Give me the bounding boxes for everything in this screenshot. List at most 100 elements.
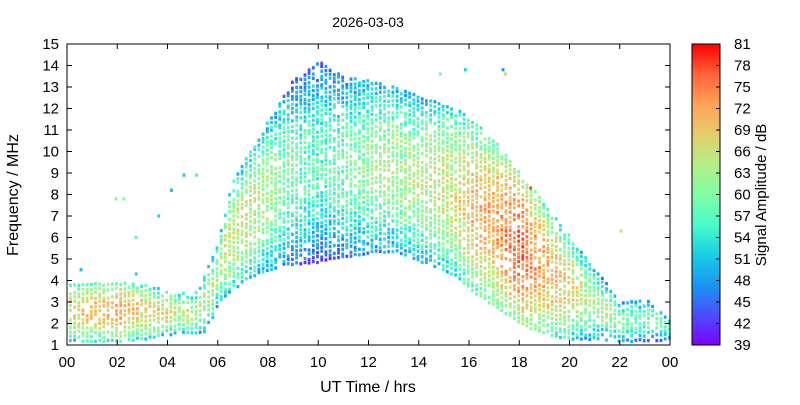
data-cell <box>475 127 479 131</box>
data-cell <box>278 126 282 130</box>
data-cell <box>387 227 391 231</box>
data-cell <box>383 99 386 103</box>
data-cell <box>370 130 374 134</box>
data-cell <box>257 197 261 201</box>
data-cell <box>462 199 466 203</box>
data-cell <box>408 142 412 146</box>
data-cell <box>416 184 420 189</box>
data-cell <box>563 310 566 315</box>
data-cell <box>282 148 286 152</box>
data-cell <box>341 104 345 109</box>
data-cell <box>471 125 474 129</box>
data-cell <box>659 317 663 321</box>
data-cell <box>224 213 227 217</box>
data-cell <box>429 208 432 212</box>
data-cell <box>307 93 311 97</box>
data-cell <box>228 217 231 221</box>
data-cell <box>353 184 357 188</box>
data-cell <box>446 260 449 264</box>
data-cell <box>345 100 349 105</box>
data-cell <box>265 225 269 229</box>
data-cell <box>584 336 587 340</box>
data-cell <box>307 110 311 114</box>
data-cell <box>378 104 382 108</box>
data-cell <box>462 255 466 260</box>
data-cell <box>462 177 466 181</box>
data-cell <box>366 235 370 239</box>
data-cell <box>416 169 420 173</box>
data-cell <box>299 248 303 252</box>
data-cell <box>320 191 324 195</box>
data-cell <box>454 256 458 260</box>
data-cell <box>475 145 479 149</box>
data-cell <box>408 91 412 95</box>
data-cell <box>458 254 462 258</box>
data-cell <box>466 118 470 122</box>
data-cell <box>446 145 449 149</box>
data-cell <box>496 206 499 210</box>
data-cell <box>215 249 219 253</box>
data-cell <box>362 183 365 187</box>
data-cell <box>69 338 72 343</box>
data-cell <box>609 324 613 329</box>
data-cell <box>559 297 562 301</box>
data-cell <box>265 178 269 182</box>
data-cell <box>446 157 449 161</box>
data-cell <box>404 176 407 180</box>
data-cell <box>303 92 307 97</box>
data-cell <box>471 142 474 146</box>
data-cell <box>429 221 432 225</box>
data-cell <box>454 238 458 242</box>
data-cell <box>366 84 370 88</box>
data-cell <box>479 234 483 238</box>
data-cell <box>170 188 173 192</box>
data-cell <box>513 287 516 292</box>
data-cell <box>559 270 562 274</box>
data-cell <box>437 111 441 115</box>
colorbar-tick-label: 54 <box>734 230 751 247</box>
data-cell <box>106 304 110 308</box>
data-cell <box>291 86 294 90</box>
data-cell <box>295 179 298 183</box>
data-cell <box>487 141 491 145</box>
data-cell <box>320 198 324 203</box>
data-cell <box>538 223 541 227</box>
data-cell <box>529 270 533 274</box>
data-cell <box>307 114 311 118</box>
data-cell <box>332 118 336 122</box>
data-cell <box>383 176 386 180</box>
data-cell <box>286 151 290 155</box>
data-cell <box>127 291 131 295</box>
data-cell <box>529 322 533 326</box>
data-cell <box>215 300 219 305</box>
data-cell <box>492 285 495 289</box>
data-cell <box>466 164 470 168</box>
data-cell <box>240 165 244 169</box>
data-cell <box>274 166 277 171</box>
data-cell <box>609 320 613 324</box>
data-cell <box>521 205 525 209</box>
data-cell <box>513 206 516 210</box>
data-cell <box>349 223 353 228</box>
data-cell <box>634 309 638 314</box>
data-cell <box>307 75 311 79</box>
data-cell <box>517 286 520 290</box>
data-cell <box>186 314 190 318</box>
data-cell <box>399 242 403 246</box>
data-cell <box>295 110 298 114</box>
data-cell <box>496 219 499 223</box>
data-cell <box>596 337 600 341</box>
data-cell <box>349 106 353 111</box>
data-cell <box>345 246 349 250</box>
data-cell <box>387 93 391 98</box>
data-cell <box>328 235 332 239</box>
data-cell <box>487 283 491 288</box>
data-cell <box>567 262 571 266</box>
data-cell <box>106 330 110 334</box>
data-cell <box>433 246 437 250</box>
data-cell <box>559 330 562 334</box>
data-cell <box>496 176 499 180</box>
data-cell <box>441 156 445 160</box>
data-cell <box>513 248 516 252</box>
data-cell <box>550 328 554 332</box>
